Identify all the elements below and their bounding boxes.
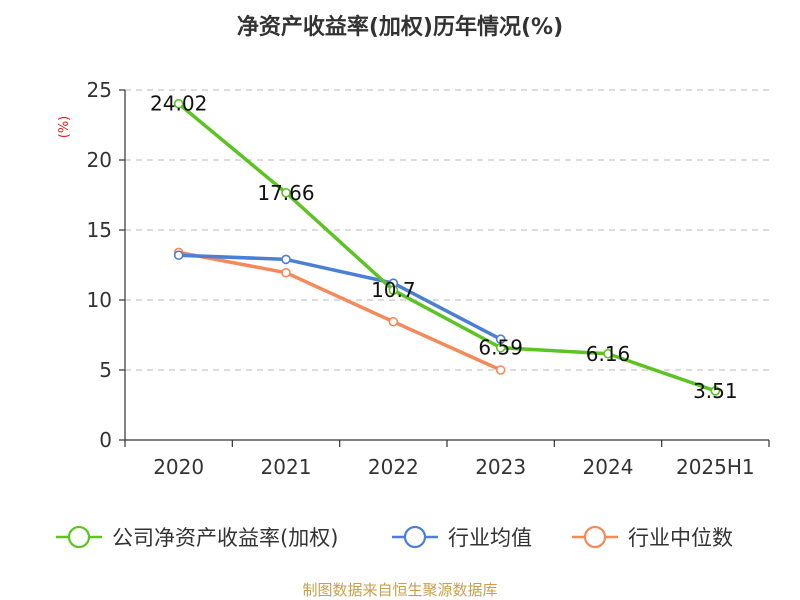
x-tick-label: 2020 xyxy=(153,455,204,479)
chart-title: 净资产收益率(加权)历年情况(%) xyxy=(237,14,563,40)
data-label: 6.16 xyxy=(586,342,631,366)
tick-labels: 0 5 10 15 20 25 2020 2021 2022 2023 2024 2025H1 xyxy=(87,78,755,479)
series-point-1[interactable] xyxy=(281,254,291,265)
legend: 公司净资产收益率(加权) 行业均值 行业中位数 xyxy=(56,525,733,550)
legend-label-0[interactable]: 公司净资产收益率(加权) xyxy=(112,526,338,550)
data-label: 24.02 xyxy=(150,92,207,116)
axes xyxy=(119,89,770,447)
x-tick-label: 2022 xyxy=(368,455,419,479)
legend-label-1[interactable]: 行业均值 xyxy=(448,526,532,550)
series-point-0[interactable] xyxy=(173,98,184,109)
data-label: 3.51 xyxy=(693,379,738,403)
series-point-1[interactable] xyxy=(173,250,184,260)
y-tick-label: 0 xyxy=(99,428,112,452)
series-point-0[interactable] xyxy=(710,386,721,396)
series-line-0 xyxy=(177,102,716,393)
y-tick-label: 5 xyxy=(99,358,112,382)
legend-marker-0[interactable] xyxy=(67,525,91,549)
series-layer xyxy=(173,98,721,396)
legend-label-2[interactable]: 行业中位数 xyxy=(628,526,733,550)
y-tick-label: 25 xyxy=(87,78,112,102)
gridlines xyxy=(125,89,769,371)
legend-marker-1[interactable] xyxy=(403,525,427,549)
data-label: 6.59 xyxy=(478,336,523,360)
series-point-2[interactable] xyxy=(495,365,506,375)
series-line-2 xyxy=(178,250,502,372)
y-tick-label: 20 xyxy=(87,148,112,172)
legend-marker-2[interactable] xyxy=(583,525,607,549)
data-label: 10.7 xyxy=(371,278,416,302)
y-tick-label: 10 xyxy=(87,288,112,312)
series-point-0[interactable] xyxy=(495,342,506,353)
x-tick-label: 2024 xyxy=(583,455,634,479)
series-point-2[interactable] xyxy=(281,267,291,278)
x-tick-label: 2023 xyxy=(475,455,526,479)
series-point-0[interactable] xyxy=(388,285,399,296)
series-line-1 xyxy=(178,253,502,341)
y-tick-label: 15 xyxy=(87,218,112,242)
y-axis-label: (%) xyxy=(57,116,72,139)
source-note: 制图数据来自恒生聚源数据库 xyxy=(302,581,497,599)
x-tick-label: 2021 xyxy=(261,455,312,479)
data-label: 17.66 xyxy=(257,181,314,205)
series-point-0[interactable] xyxy=(281,187,291,198)
data-labels: 24.02 17.66 10.7 6.59 6.16 3.51 xyxy=(150,92,738,403)
x-tick-label: 2025H1 xyxy=(676,455,755,479)
series-point-0[interactable] xyxy=(603,348,613,359)
series-point-2[interactable] xyxy=(388,316,399,327)
